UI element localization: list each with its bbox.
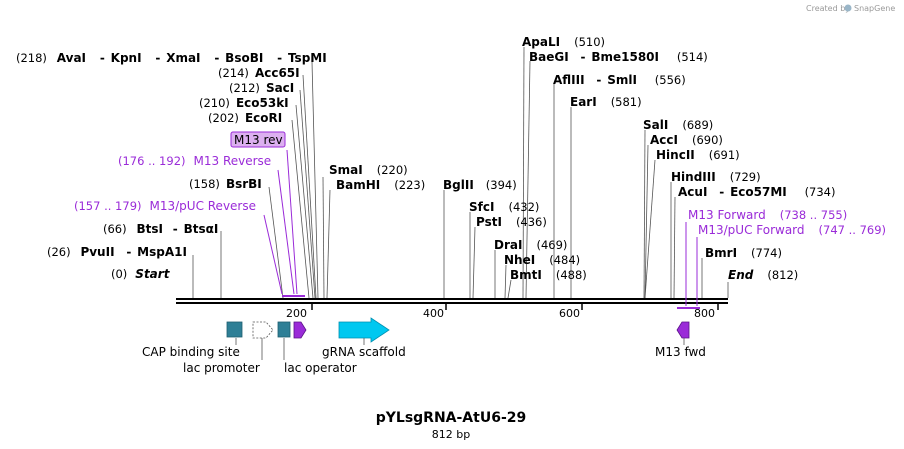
m13-rev-feature-arrow[interactable] — [293, 321, 307, 339]
lac-operator-feature[interactable] — [277, 321, 291, 338]
tick-label-400: 400 — [423, 307, 444, 320]
site-nhei[interactable]: NheI (484) — [504, 253, 580, 267]
primer-m13-reverse[interactable]: (176 .. 192) M13 Reverse — [118, 154, 271, 168]
lac-operator-label: lac operator — [284, 361, 357, 375]
m13-rev-primer-box[interactable] — [230, 131, 286, 148]
lac-promoter-feature[interactable] — [252, 321, 274, 339]
m13-fwd-label: M13 fwd — [655, 345, 706, 359]
site-sali[interactable]: SalI (689) — [643, 118, 713, 132]
primer-m13puc-reverse[interactable]: (157 .. 179) M13/pUC Reverse — [74, 199, 256, 213]
site-acc65i[interactable]: (214) Acc65I — [218, 66, 300, 80]
primer-m13-forward[interactable]: M13 Forward (738 .. 755) — [688, 208, 847, 222]
site-pvuii-row[interactable]: (26) PvuII - MspA1I — [47, 245, 187, 259]
map-length: 812 bp — [432, 428, 470, 441]
site-end[interactable]: End (812) — [728, 268, 798, 282]
site-smai[interactable]: SmaI (220) — [329, 163, 408, 177]
site-eco53ki[interactable]: (210) Eco53kI — [199, 96, 289, 110]
site-leader-lines — [192, 46, 729, 299]
site-acci[interactable]: AccI (690) — [650, 133, 723, 147]
tick-label-800: 800 — [694, 307, 715, 320]
map-title: pYLsgRNA-AtU6-29 — [376, 410, 527, 426]
site-bamhi[interactable]: BamHI (223) — [336, 178, 425, 192]
site-acui-row[interactable]: AcuI - Eco57MI (734) — [678, 185, 836, 199]
scale-ticks: 200 400 600 800 — [286, 303, 719, 320]
grna-scaffold-label: gRNA scaffold — [322, 345, 406, 359]
cap-binding-site-label: CAP binding site — [142, 345, 240, 359]
site-saci[interactable]: (212) SacI — [229, 81, 294, 95]
tick-label-200: 200 — [286, 307, 307, 320]
snapgene-logo-icon — [844, 4, 852, 12]
site-hincii[interactable]: HincII (691) — [656, 148, 740, 162]
m13-rev-label: M13 rev — [234, 133, 283, 147]
grna-scaffold-feature[interactable] — [338, 317, 390, 343]
dna-strand-top[interactable] — [176, 298, 728, 300]
tick-label-600: 600 — [559, 307, 580, 320]
site-bsrbi[interactable]: (158) BsrBI — [189, 177, 262, 191]
site-baegi-row[interactable]: BaeGI - Bme1580I (514) — [529, 50, 708, 64]
cap-binding-site-feature[interactable] — [226, 321, 243, 338]
credit-brand: SnapGene — [854, 4, 895, 13]
site-btsi-row[interactable]: (66) BtsI - BtsαI — [103, 222, 218, 236]
site-afliii-row[interactable]: AflIII - SmlI (556) — [553, 73, 686, 87]
primer-marks — [263, 149, 700, 309]
site-bmri[interactable]: BmrI (774) — [705, 246, 782, 260]
primer-m13puc-forward[interactable]: M13/pUC Forward (747 .. 769) — [698, 223, 886, 237]
m13-fwd-feature-arrow[interactable] — [676, 321, 690, 339]
site-psti[interactable]: PstI (436) — [476, 215, 547, 229]
site-bmti[interactable]: BmtI (488) — [510, 268, 587, 282]
site-drai[interactable]: DraI (469) — [494, 238, 567, 252]
lac-promoter-label: lac promoter — [183, 361, 260, 375]
site-avai-row[interactable]: (218) AvaI - KpnI - XmaI - BsoBI - TspMI — [16, 51, 327, 65]
site-ecori[interactable]: (202) EcoRI — [208, 111, 282, 125]
site-eari[interactable]: EarI (581) — [570, 95, 642, 109]
site-apali[interactable]: ApaLI (510) — [522, 35, 605, 49]
dna-strand-bottom[interactable] — [176, 302, 728, 304]
site-hindiii[interactable]: HindIII (729) — [671, 170, 761, 184]
site-start[interactable]: (0) Start — [111, 267, 171, 281]
site-sfci[interactable]: SfcI (432) — [469, 200, 539, 214]
feature-label-lines — [235, 338, 685, 360]
credit-text: Created by — [806, 4, 850, 13]
site-bglii[interactable]: BglII (394) — [443, 178, 517, 192]
